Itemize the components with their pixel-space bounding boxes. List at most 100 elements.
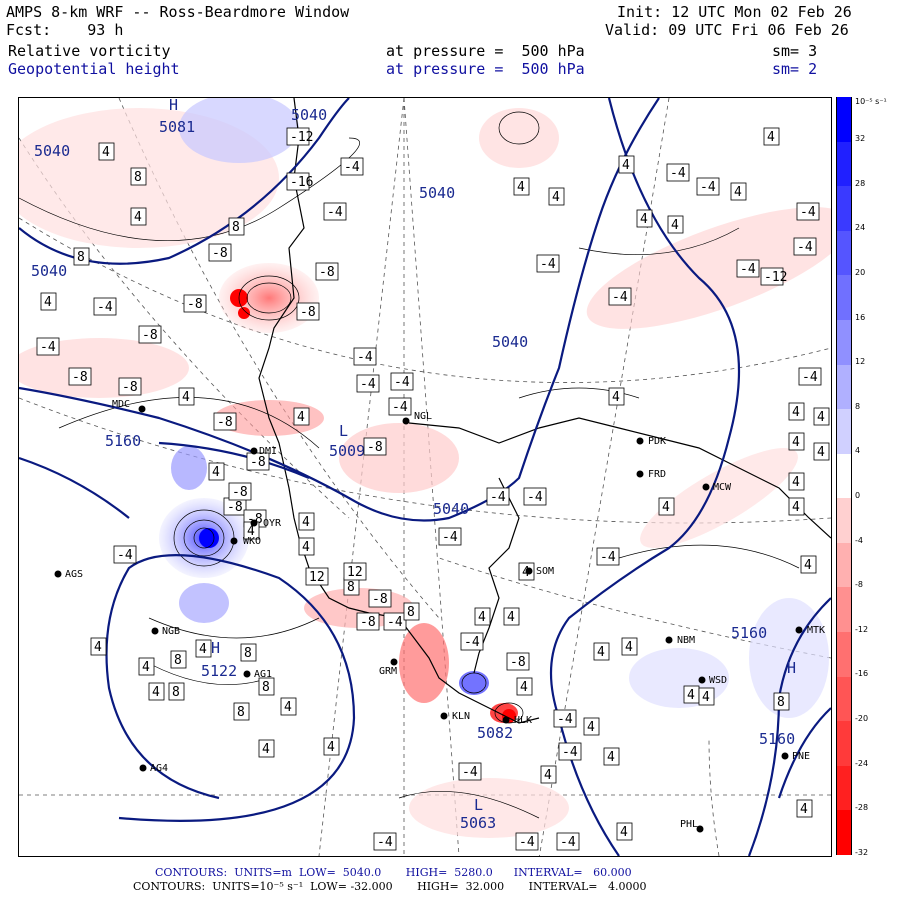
colorbar-segment [836,186,852,232]
svg-text:-8: -8 [367,440,383,455]
svg-text:-4: -4 [557,712,573,727]
colorbar-segment [836,542,852,588]
colorbar-tick-label: -32 [855,847,869,857]
station-marker [440,712,448,720]
svg-text:8: 8 [777,695,785,710]
svg-text:-4: -4 [394,375,410,390]
station-marker [502,716,510,724]
colorbar-tick-label: 16 [855,312,866,322]
svg-text:4: 4 [327,740,335,755]
station-label: NGL [414,411,432,422]
colorbar-segment [836,453,852,499]
svg-text:-4: -4 [527,490,543,505]
svg-text:-4: -4 [344,160,360,175]
station-label: FRD [648,469,666,480]
colorbar-tick-label: 24 [855,223,866,233]
svg-text:-4: -4 [797,240,813,255]
colorbar-tick-label: 20 [855,268,866,278]
station-marker [139,764,147,772]
svg-text:-8: -8 [227,500,243,515]
svg-text:-8: -8 [212,246,228,261]
colorbar-unit: 10⁻⁵ s⁻¹ [855,97,887,106]
svg-text:-4: -4 [377,835,393,850]
svg-text:-8: -8 [122,380,138,395]
field2-name: Geopotential height [8,60,180,78]
colorbar-tick-label: -16 [855,669,869,679]
svg-text:-4: -4 [327,205,343,220]
svg-text:4: 4 [199,642,207,657]
svg-text:4: 4 [587,720,595,735]
station-marker [702,483,710,491]
station-label: GRM [379,666,397,677]
station-marker [665,636,673,644]
svg-text:-4: -4 [800,205,816,220]
svg-text:-12: -12 [764,270,787,285]
svg-text:-8: -8 [360,615,376,630]
svg-text:-16: -16 [290,175,313,190]
svg-text:-4: -4 [540,257,556,272]
svg-text:4: 4 [507,610,515,625]
colorbar-tick-label: -4 [855,535,863,545]
svg-text:4: 4 [671,218,679,233]
station-label: PHL [680,819,698,830]
station-marker [250,519,258,527]
svg-text:-4: -4 [490,490,506,505]
station-label: DMI [259,446,277,457]
field2-smoothing: sm= 2 [772,60,818,78]
colorbar-tick-label: 0 [855,491,861,500]
station-label: MTK [807,625,825,636]
svg-text:4: 4 [687,688,695,703]
height-contour-legend: CONTOURS: UNITS=m LOW= 5040.0 HIGH= 5280… [155,866,632,879]
station-label: PNE [792,751,810,762]
station-marker [781,752,789,760]
svg-text:4: 4 [734,185,742,200]
station-marker [698,676,706,684]
svg-text:4: 4 [607,750,615,765]
map-canvas: 5081 5040 5040 5040 5040 5009 5040 5040 … [19,98,831,856]
svg-text:4: 4 [702,690,710,705]
colorbar-segment [836,676,852,722]
svg-text:4: 4 [182,390,190,405]
station-label: MCW [713,482,732,493]
map-title: AMPS 8-km WRF -- Ross-Beardmore Window [6,3,350,21]
height-label: 5122 [201,662,237,680]
svg-text:4: 4 [640,212,648,227]
station-label: NGB [162,626,180,637]
svg-text:-4: -4 [442,530,458,545]
svg-text:4: 4 [517,180,525,195]
field1-level: at pressure = 500 hPa [386,42,585,60]
svg-text:4: 4 [620,825,628,840]
svg-text:-4: -4 [40,340,56,355]
svg-text:-8: -8 [250,455,266,470]
svg-text:-8: -8 [510,655,526,670]
svg-text:4: 4 [44,295,52,310]
station-marker [390,658,398,666]
svg-text:-12: -12 [290,130,313,145]
svg-text:8: 8 [262,680,270,695]
svg-text:4: 4 [544,768,552,783]
colorbar-segment [836,364,852,410]
colorbar-tick-label: 12 [855,357,866,367]
svg-text:-8: -8 [300,305,316,320]
station-label: AGS [65,569,83,580]
station-marker [250,447,258,455]
svg-text:4: 4 [302,515,310,530]
colorbar-segment [836,97,852,143]
svg-text:-8: -8 [372,592,388,607]
svg-text:8: 8 [232,220,240,235]
svg-text:4: 4 [134,210,142,225]
colorbar-tick-label: -28 [855,803,869,813]
height-label: 5040 [291,106,327,124]
svg-text:4: 4 [297,410,305,425]
colorbar [836,97,852,856]
svg-text:4: 4 [767,130,775,145]
height-label: 5081 [159,118,195,136]
high-low-marker: H [211,639,220,657]
svg-text:4: 4 [792,405,800,420]
svg-text:-4: -4 [97,300,113,315]
height-label: 5160 [105,432,141,450]
colorbar-segment [836,810,852,856]
station-label: WSD [709,675,727,686]
high-low-marker: H [169,98,178,114]
svg-text:-4: -4 [464,635,480,650]
